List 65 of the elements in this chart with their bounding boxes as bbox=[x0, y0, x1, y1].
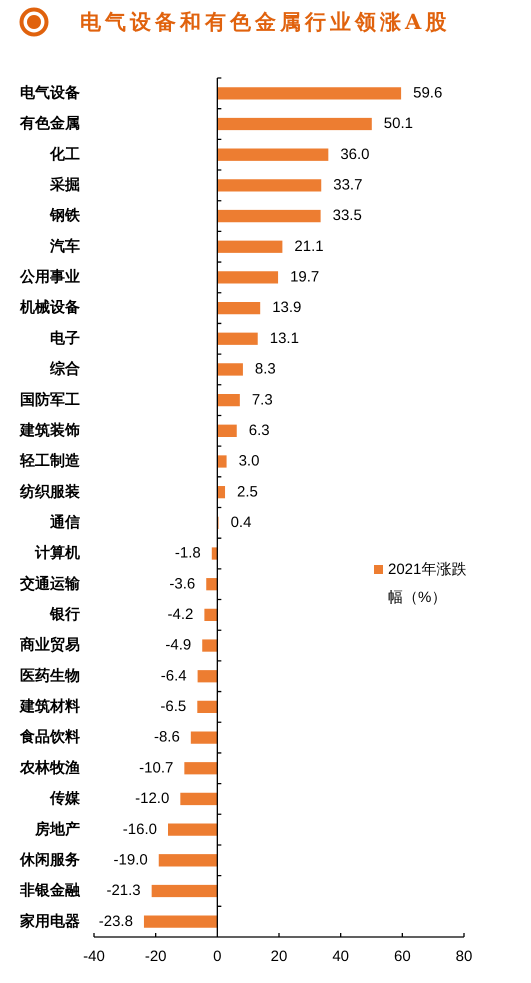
x-tick-label: 0 bbox=[213, 948, 222, 966]
y-tick-label: 钢铁 bbox=[49, 207, 81, 224]
y-tick-label: 化工 bbox=[49, 146, 80, 163]
y-tick-label: 家用电器 bbox=[19, 912, 80, 930]
data-label: 33.7 bbox=[333, 176, 362, 194]
x-tick-label: 80 bbox=[456, 948, 472, 966]
data-label: 36.0 bbox=[340, 146, 370, 163]
x-tick-label: 40 bbox=[332, 948, 350, 966]
y-tick-label: 通信 bbox=[49, 514, 80, 531]
legend-label: 2021年涨跌幅（%） bbox=[388, 560, 468, 608]
y-tick-label: 商业贸易 bbox=[19, 636, 80, 654]
data-label: 6.3 bbox=[248, 422, 270, 439]
data-label: 2.5 bbox=[237, 483, 258, 500]
data-label: 3.0 bbox=[238, 452, 260, 470]
x-tick-label: -40 bbox=[83, 948, 105, 966]
y-tick-label: 采掘 bbox=[49, 176, 80, 194]
data-label: -8.6 bbox=[154, 728, 180, 746]
y-tick-label: 食品饮料 bbox=[19, 728, 80, 746]
y-tick-label: 有色金属 bbox=[19, 115, 80, 132]
data-label: 21.1 bbox=[294, 238, 324, 255]
y-tick-label: 农林牧渔 bbox=[19, 759, 80, 776]
data-label: 0.4 bbox=[230, 514, 252, 531]
x-tick-label: 20 bbox=[270, 948, 288, 966]
data-label: 8.3 bbox=[254, 360, 276, 378]
y-tick-label: 轻工制造 bbox=[19, 452, 81, 470]
y-tick-label: 交通运输 bbox=[19, 574, 81, 592]
data-label: 33.5 bbox=[332, 207, 362, 224]
y-tick-label: 传媒 bbox=[49, 790, 81, 808]
data-label: 19.7 bbox=[290, 268, 320, 286]
data-label: 13.9 bbox=[272, 299, 302, 316]
y-tick-label: 纺织服装 bbox=[19, 482, 80, 500]
data-label: -12.0 bbox=[135, 790, 170, 808]
y-tick-label: 建筑装饰 bbox=[19, 422, 80, 439]
y-tick-label: 非银金融 bbox=[19, 882, 81, 900]
data-label: -16.0 bbox=[122, 820, 157, 838]
y-tick-label: 汽车 bbox=[49, 236, 80, 255]
y-tick-label: 公用事业 bbox=[19, 268, 80, 286]
y-tick-label: 房地产 bbox=[34, 820, 80, 838]
data-label: -19.0 bbox=[114, 851, 148, 868]
data-label: 7.3 bbox=[252, 391, 273, 408]
y-tick-label: 综合 bbox=[49, 360, 80, 378]
y-tick-label: 建筑材料 bbox=[19, 698, 80, 716]
y-tick-label: 银行 bbox=[49, 606, 80, 624]
x-tick-label: 60 bbox=[394, 948, 411, 966]
data-label: 13.1 bbox=[270, 330, 299, 347]
data-label: -4.9 bbox=[165, 636, 192, 654]
data-label: -6.4 bbox=[160, 667, 187, 684]
data-label: 59.6 bbox=[413, 84, 442, 102]
data-label: 50.1 bbox=[384, 115, 414, 132]
y-tick-label: 国防军工 bbox=[20, 391, 80, 408]
y-tick-label: 电气设备 bbox=[20, 84, 80, 102]
data-label: -4.2 bbox=[168, 606, 194, 624]
data-label: -23.8 bbox=[98, 912, 133, 930]
chart-title: 电气设备和有色金属行业领涨A股 bbox=[80, 9, 450, 35]
data-label: -10.7 bbox=[139, 759, 174, 776]
y-tick-label: 休闲服务 bbox=[19, 851, 80, 868]
y-tick-label: 医药生物 bbox=[20, 667, 80, 684]
data-label: -1.8 bbox=[174, 544, 201, 562]
y-tick-label: 计算机 bbox=[34, 544, 80, 562]
data-label: -3.6 bbox=[169, 575, 196, 592]
y-tick-label: 机械设备 bbox=[19, 299, 80, 316]
y-tick-label: 电子 bbox=[50, 330, 80, 347]
data-label: -21.3 bbox=[106, 882, 141, 900]
x-tick-label: -20 bbox=[144, 948, 167, 966]
data-label: -6.5 bbox=[160, 698, 186, 716]
